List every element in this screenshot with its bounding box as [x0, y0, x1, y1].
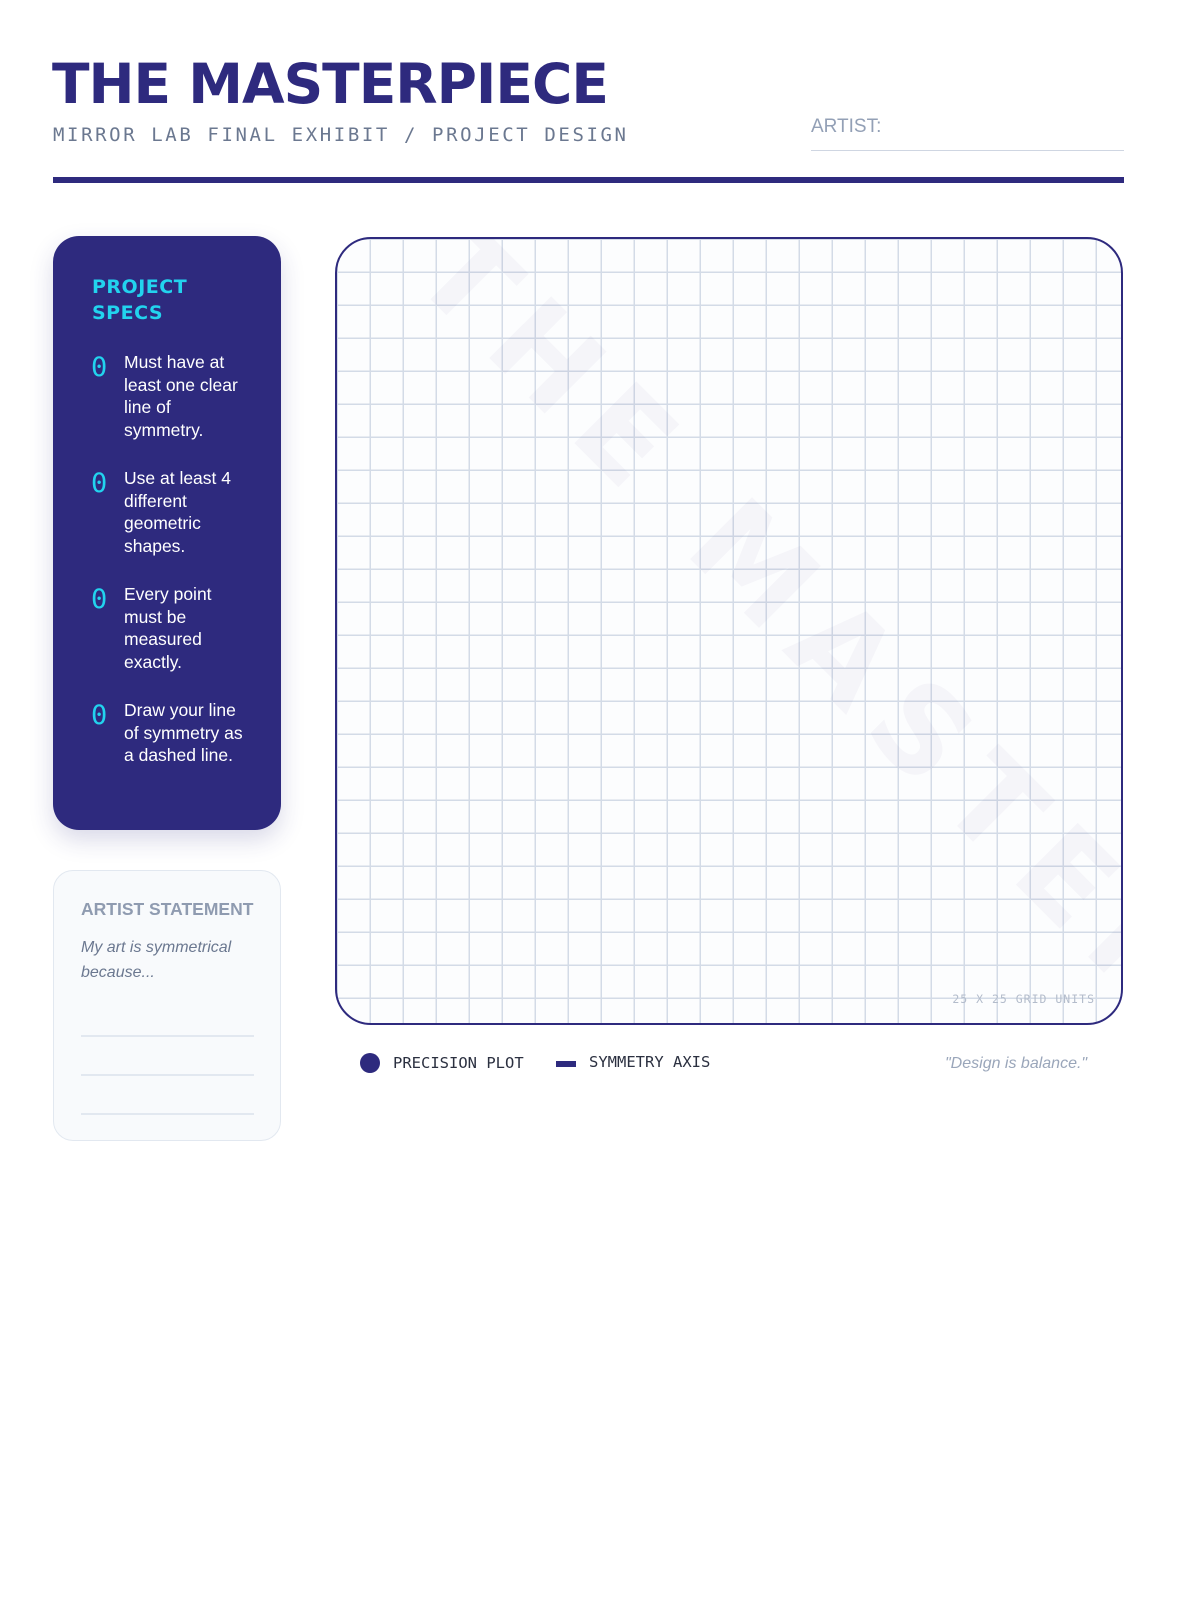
legend-label: PRECISION PLOT — [393, 1054, 524, 1072]
spec-item: 0 Use at least 4 different geometric sha… — [91, 467, 271, 557]
spec-item: 0 Must have at least one clear line of s… — [91, 351, 271, 441]
specs-title: PROJECT SPECS — [92, 276, 188, 324]
spec-checkbox[interactable]: 0 — [91, 584, 108, 615]
spec-checkbox[interactable]: 0 — [91, 468, 108, 499]
spec-checkbox[interactable]: 0 — [91, 700, 108, 731]
filled-circle-icon — [360, 1053, 380, 1073]
spec-text: Use at least 4 different geometric shape… — [124, 468, 231, 556]
project-specs-card: PROJECT SPECS 0 Must have at least one c… — [53, 236, 281, 830]
quote: "Design is balance." — [945, 1055, 1088, 1072]
statement-prompt: My art is symmetrical because... — [81, 939, 232, 981]
statement-title: ARTIST STATEMENT — [81, 899, 254, 919]
spec-checkbox[interactable]: 0 — [91, 352, 108, 383]
page-title: THE MASTERPIECE — [52, 52, 609, 116]
page-subtitle: MIRROR LAB FINAL EXHIBIT / PROJECT DESIG… — [53, 124, 629, 146]
header-divider — [53, 177, 1124, 183]
spec-text: Must have at least one clear line of sym… — [124, 352, 238, 440]
dashed-line-icon — [556, 1061, 576, 1067]
legend-label: SYMMETRY AXIS — [589, 1053, 711, 1071]
grid-units-label: 25 X 25 GRID UNITS — [952, 992, 1095, 1006]
writing-line[interactable] — [81, 1113, 254, 1115]
spec-text: Draw your line of symmetry as a dashed l… — [124, 700, 243, 765]
writing-line[interactable] — [81, 1035, 254, 1037]
artist-statement-card: ARTIST STATEMENT My art is symmetrical b… — [53, 870, 281, 1141]
spec-item: 0 Draw your line of symmetry as a dashed… — [91, 699, 271, 767]
artist-label: ARTIST: — [811, 116, 882, 137]
legend-symmetry-axis: SYMMETRY AXIS — [556, 1053, 710, 1071]
drawing-grid[interactable]: THE MASTERPIECE 25 X 25 GRID UNITS — [335, 237, 1123, 1025]
writing-line[interactable] — [81, 1074, 254, 1076]
artist-name-field[interactable]: ARTIST: — [811, 116, 1124, 151]
spec-item: 0 Every point must be measured exactly. — [91, 583, 271, 673]
legend-precision-plot: PRECISION PLOT — [360, 1053, 524, 1073]
spec-text: Every point must be measured exactly. — [124, 584, 212, 672]
watermark: THE MASTERPIECE — [389, 239, 1121, 1023]
